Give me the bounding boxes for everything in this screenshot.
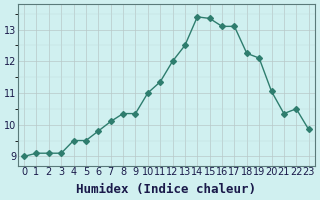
X-axis label: Humidex (Indice chaleur): Humidex (Indice chaleur) [76,183,256,196]
